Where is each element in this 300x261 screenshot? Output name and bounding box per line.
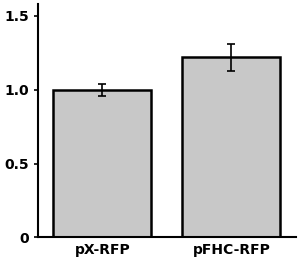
- Bar: [182, 57, 280, 237]
- Bar: [53, 90, 152, 237]
